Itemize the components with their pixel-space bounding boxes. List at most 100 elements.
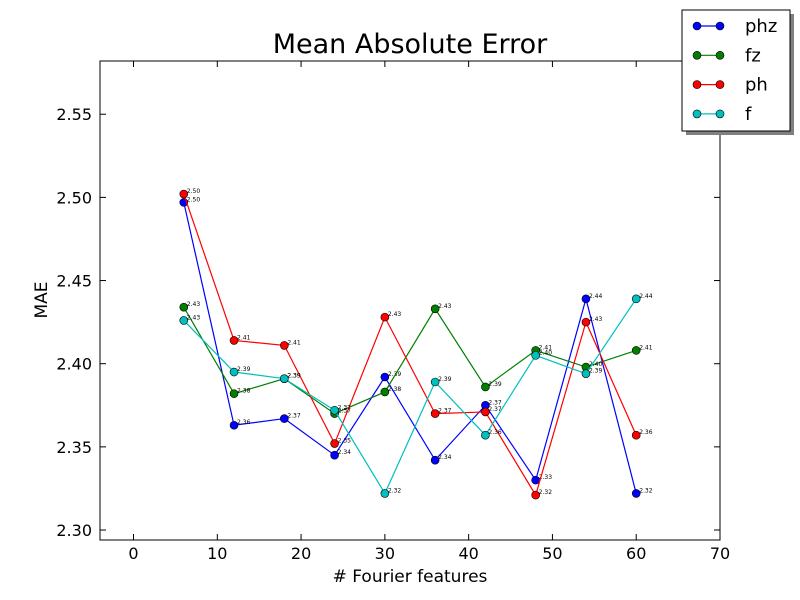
data-point-f (631, 294, 641, 304)
data-label-fz: 2.39 (488, 381, 502, 388)
data-point-ph (330, 439, 339, 448)
data-label-ph: 2.50 (187, 188, 201, 195)
data-point-phz (631, 489, 641, 498)
data-label-ph: 2.32 (539, 489, 553, 496)
data-label-f: 2.43 (187, 314, 201, 321)
data-point-f (430, 377, 440, 387)
y-tick-label: 2.55 (56, 105, 92, 124)
legend-label-fz: fz (745, 45, 761, 66)
data-label-phz: 2.44 (589, 293, 603, 300)
legend-label-phz: phz (745, 16, 777, 37)
x-tick-label: 0 (128, 544, 138, 563)
series-line-ph (183, 193, 637, 497)
legend: phz fz ph f (681, 9, 794, 135)
data-point-f (581, 369, 591, 378)
data-label-phz: 2.37 (488, 399, 502, 406)
series-line-f (183, 298, 637, 495)
data-point-fz (229, 389, 239, 398)
data-label-fz: 2.41 (639, 344, 653, 351)
data-label-phz: 2.37 (287, 413, 301, 420)
data-label-ph: 2.43 (589, 316, 603, 323)
data-point-fz (179, 302, 189, 312)
x-tick-label: 40 (458, 544, 478, 563)
data-point-fz (481, 382, 490, 392)
series-phz: 2.50 2.36 2.37 2.34 2.39 2.34 2.37 2.33 2.44 2.32 (179, 196, 653, 498)
data-point-ph (179, 189, 189, 199)
data-label-f: 2.44 (639, 293, 653, 300)
data-point-phz (380, 372, 390, 382)
data-point-phz (430, 455, 440, 465)
data-label-fz: 2.43 (438, 303, 452, 310)
data-label-phz: 2.33 (539, 474, 553, 481)
data-label-ph: 2.36 (639, 429, 653, 436)
data-label-phz: 2.34 (338, 449, 352, 456)
data-label-ph: 2.41 (237, 334, 251, 341)
legend-marker-ph (692, 80, 702, 89)
y-tick-label: 2.30 (56, 521, 92, 540)
data-label-fz: 2.43 (187, 301, 201, 308)
legend-label-f: f (745, 104, 752, 125)
data-label-ph: 2.35 (338, 438, 352, 445)
data-label-f: 2.36 (488, 429, 502, 436)
y-tick-label: 2.45 (56, 272, 92, 291)
data-label-phz: 2.34 (438, 454, 452, 461)
data-point-phz (280, 414, 289, 423)
x-tick-label: 50 (542, 544, 562, 563)
data-point-ph (280, 341, 289, 350)
y-tick-label: 2.50 (56, 188, 92, 207)
data-label-f: 2.39 (438, 376, 452, 383)
data-point-ph (380, 312, 390, 322)
data-point-f (330, 405, 339, 415)
data-label-fz: 2.38 (237, 388, 251, 395)
data-label-fz: 2.40 (589, 361, 603, 368)
data-point-f (179, 316, 189, 325)
y-tick-label: 2.40 (56, 355, 92, 374)
data-label-phz: 2.32 (639, 487, 653, 494)
legend-marker-fz (715, 50, 725, 60)
data-point-f (481, 430, 490, 440)
series-line-fz (183, 306, 637, 415)
x-tick-label: 30 (375, 544, 395, 563)
data-point-ph (430, 409, 440, 418)
data-point-phz (330, 450, 339, 460)
data-point-f (280, 374, 289, 383)
data-label-ph: 2.43 (388, 311, 402, 318)
data-label-f: 2.37 (338, 404, 352, 411)
data-point-ph (631, 430, 641, 440)
data-label-fz: 2.38 (388, 386, 402, 393)
data-point-ph (531, 490, 540, 500)
data-label-fz: 2.37 (338, 408, 352, 415)
data-point-f (380, 489, 390, 498)
data-label-ph: 2.41 (287, 339, 301, 346)
plot-frame (99, 60, 721, 541)
data-label-fz: 2.39 (287, 373, 301, 380)
x-tick-label: 70 (710, 544, 730, 563)
data-point-ph (481, 407, 490, 417)
legend-marker-ph (715, 80, 725, 89)
data-label-f: 2.39 (589, 368, 603, 375)
x-axis-label: # Fourier features (333, 567, 488, 587)
data-point-f (229, 367, 239, 377)
legend-marker-fz (692, 50, 702, 60)
data-point-phz (229, 420, 239, 430)
x-tick-label: 60 (626, 544, 646, 563)
series-f: 2.432.392.392.372.322.392.362.402.392.44 (179, 293, 653, 498)
legend-marker-phz (715, 21, 725, 31)
data-label-f: 2.32 (388, 487, 402, 494)
data-point-fz (430, 304, 440, 314)
data-point-fz (631, 346, 641, 355)
data-label-fz: 2.41 (539, 344, 553, 351)
data-label-ph: 2.37 (438, 408, 452, 415)
data-label-phz: 2.50 (187, 196, 201, 203)
legend-marker-phz (692, 21, 702, 31)
data-point-ph (581, 317, 591, 327)
series-ph: 2.502.412.412.352.432.37 2.372.322.432.36 (179, 188, 653, 500)
data-point-phz (581, 294, 591, 304)
legend-marker-f (692, 109, 702, 119)
data-label-f: 2.39 (287, 373, 301, 380)
data-label-phz: 2.36 (237, 419, 251, 426)
legend-marker-f (715, 109, 725, 119)
data-label-f: 2.39 (237, 366, 251, 373)
data-label-phz: 2.39 (388, 371, 402, 378)
data-point-ph (229, 336, 239, 345)
